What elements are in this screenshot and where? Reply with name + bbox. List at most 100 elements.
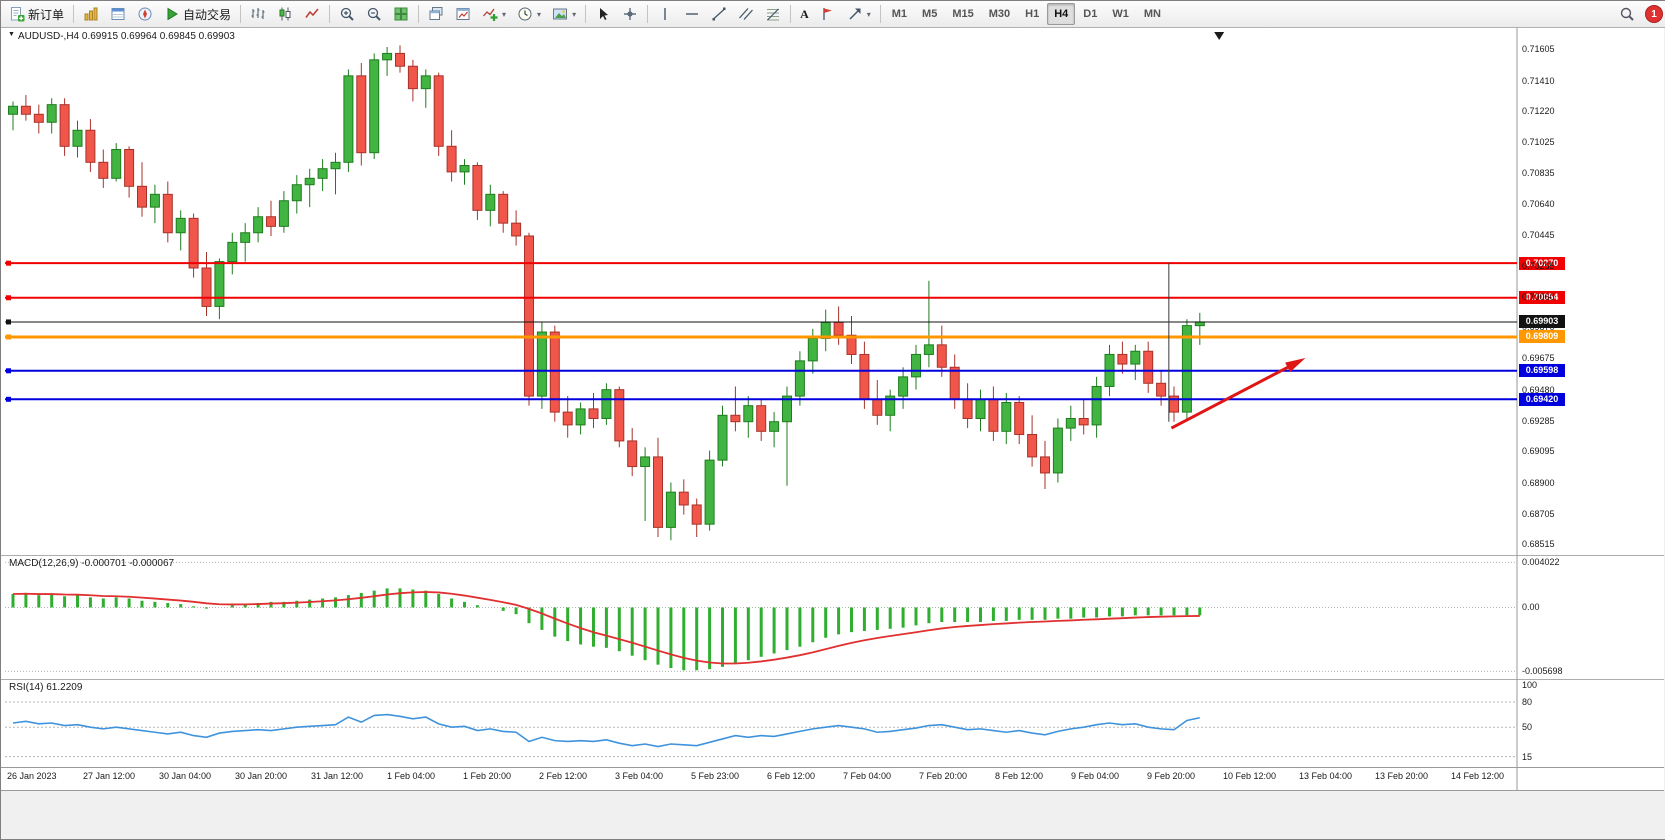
crosshair-icon bbox=[624, 8, 637, 20]
price-axis-tick: 0.69095 bbox=[1522, 446, 1555, 457]
rsi-axis-tick: 50 bbox=[1522, 722, 1533, 733]
macd-axis-tick: 0.00 bbox=[1522, 602, 1540, 613]
price-line-label[interactable]: 0.69809 bbox=[1519, 330, 1565, 344]
indicators-button[interactable]: ▾ bbox=[477, 2, 511, 26]
time-axis-tick: 14 Feb 12:00 bbox=[1451, 771, 1505, 781]
price-axis-tick: 0.70640 bbox=[1522, 198, 1555, 209]
time-axis-tick: 6 Feb 12:00 bbox=[767, 771, 816, 781]
price-axis-tick: 0.68900 bbox=[1522, 477, 1555, 488]
price-axis-tick: 0.69675 bbox=[1522, 353, 1555, 364]
market-watch-button[interactable] bbox=[78, 2, 104, 26]
chevron-down-icon: ▾ bbox=[537, 9, 542, 19]
time-axis-tick: 1 Feb 04:00 bbox=[387, 771, 436, 781]
zoom-out-button[interactable] bbox=[361, 2, 387, 26]
time-axis-tick: 9 Feb 20:00 bbox=[1147, 771, 1196, 781]
line-chart-button[interactable] bbox=[299, 2, 325, 26]
navigator-icon bbox=[138, 7, 152, 21]
new-chart-icon bbox=[429, 7, 443, 20]
tile-windows-button[interactable] bbox=[388, 2, 414, 26]
time-axis-tick: 1 Feb 20:00 bbox=[463, 771, 512, 781]
vertical-line-icon bbox=[664, 8, 666, 20]
channel-icon bbox=[739, 8, 754, 20]
timeframe-button-h1[interactable]: H1 bbox=[1025, 8, 1040, 20]
trendline-button[interactable] bbox=[706, 2, 732, 26]
crosshair-button[interactable] bbox=[617, 2, 643, 26]
timeframe-button-mn[interactable]: MN bbox=[1143, 8, 1161, 20]
timeframe-button-h4[interactable]: H4 bbox=[1047, 3, 1076, 25]
price-line-label[interactable]: 0.70054 bbox=[1519, 291, 1565, 305]
search-button[interactable] bbox=[1614, 2, 1640, 26]
cursor-button[interactable] bbox=[590, 2, 616, 26]
label-tool-button[interactable] bbox=[815, 2, 841, 26]
horizontal-line-button[interactable] bbox=[679, 2, 705, 26]
zoom-in-button[interactable] bbox=[334, 2, 360, 26]
price-axis-tick: 0.69870 bbox=[1522, 322, 1555, 333]
fibonacci-button[interactable] bbox=[760, 2, 786, 26]
price-axis-tick: 0.69285 bbox=[1522, 415, 1555, 426]
channel-button[interactable] bbox=[733, 2, 759, 26]
timeframe-button-d1[interactable]: D1 bbox=[1083, 8, 1098, 20]
auto-trading-label: 自动交易 bbox=[183, 7, 232, 22]
timeframe-button-m5[interactable]: M5 bbox=[922, 8, 938, 20]
arrows-tool-button[interactable]: ▾ bbox=[842, 2, 876, 26]
chart-profile-icon bbox=[456, 8, 470, 20]
price-axis-tick: 0.70835 bbox=[1522, 167, 1555, 178]
chart-profile-button[interactable] bbox=[450, 2, 476, 26]
notification-badge[interactable]: 1 bbox=[1645, 5, 1663, 23]
search-icon bbox=[1620, 7, 1634, 21]
toolbar-separator bbox=[418, 5, 420, 23]
time-axis-tick: 9 Feb 04:00 bbox=[1071, 771, 1120, 781]
main-toolbar: 新订单 自动交易 ▾ ▾ ▾ A ▾ bbox=[1, 1, 1665, 28]
templates-button[interactable]: ▾ bbox=[547, 2, 581, 26]
time-axis-tick: 31 Jan 12:00 bbox=[311, 771, 364, 781]
macd-axis-tick: 0.004022 bbox=[1522, 557, 1560, 568]
flag-icon bbox=[823, 8, 832, 20]
price-line-label[interactable]: 0.69903 bbox=[1519, 315, 1565, 329]
chevron-down-icon: ▾ bbox=[866, 9, 871, 19]
zoom-out-icon bbox=[367, 7, 381, 21]
macd-axis-tick: -0.005698 bbox=[1522, 666, 1563, 677]
toolbar-right-group: 1 bbox=[1614, 2, 1665, 26]
zoom-in-icon bbox=[340, 7, 354, 21]
price-axis-tick: 0.68705 bbox=[1522, 508, 1555, 519]
toolbar-separator bbox=[240, 5, 242, 23]
price-axis-tick: 0.68515 bbox=[1522, 539, 1555, 550]
text-tool-button[interactable]: A bbox=[795, 2, 814, 26]
timeframe-button-m15[interactable]: M15 bbox=[952, 8, 974, 20]
price-line-label[interactable]: 0.69598 bbox=[1519, 364, 1565, 378]
time-axis-tick: 3 Feb 04:00 bbox=[615, 771, 664, 781]
bar-chart-button[interactable] bbox=[245, 2, 271, 26]
price-line-label[interactable]: 0.69420 bbox=[1519, 392, 1565, 406]
time-axis-tick: 5 Feb 23:00 bbox=[691, 771, 740, 781]
toolbar-separator bbox=[585, 5, 587, 23]
new-chart-button[interactable] bbox=[423, 2, 449, 26]
price-axis-tick: 0.71410 bbox=[1522, 75, 1555, 86]
toolbar-separator bbox=[879, 5, 881, 23]
bar-chart-icon bbox=[251, 8, 265, 19]
price-axis-tick: 0.71605 bbox=[1522, 44, 1555, 55]
time-axis-tick: 10 Feb 12:00 bbox=[1223, 771, 1277, 781]
vertical-line-button[interactable] bbox=[652, 2, 678, 26]
price-axis-tick: 0.71220 bbox=[1522, 106, 1555, 117]
timeframe-button-m1[interactable]: M1 bbox=[891, 8, 908, 20]
line-chart-icon bbox=[305, 8, 319, 18]
price-line-label[interactable]: 0.70270 bbox=[1519, 256, 1565, 270]
candlestick-chart-button[interactable] bbox=[272, 2, 298, 26]
data-window-icon bbox=[111, 8, 125, 20]
chart-expand-icon[interactable]: ▼ bbox=[8, 31, 15, 38]
timeframe-button-m30[interactable]: M30 bbox=[988, 8, 1011, 20]
new-order-button[interactable]: 新订单 bbox=[4, 2, 69, 26]
data-window-button[interactable] bbox=[105, 2, 131, 26]
chart-background bbox=[1, 27, 1664, 790]
navigator-button[interactable] bbox=[132, 2, 158, 26]
time-axis-tick: 30 Jan 20:00 bbox=[235, 771, 288, 781]
tile-windows-icon bbox=[394, 7, 408, 21]
timeframe-button-w1[interactable]: W1 bbox=[1112, 8, 1129, 20]
price-axis-tick: 0.70255 bbox=[1522, 260, 1555, 271]
auto-trading-button[interactable]: 自动交易 bbox=[159, 2, 236, 26]
market-watch-icon bbox=[84, 7, 98, 21]
time-axis-tick: 13 Feb 04:00 bbox=[1299, 771, 1353, 781]
periods-button[interactable]: ▾ bbox=[512, 2, 546, 26]
